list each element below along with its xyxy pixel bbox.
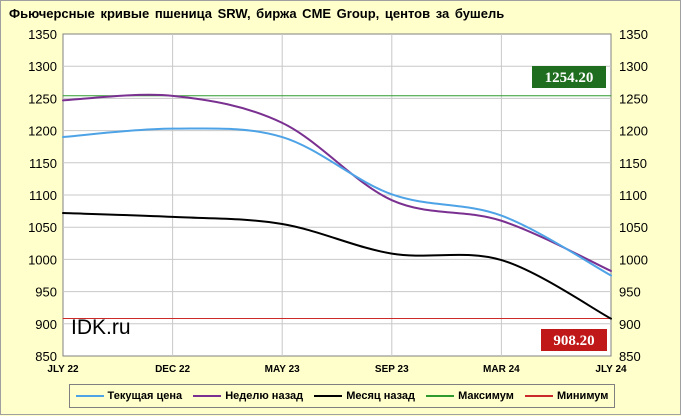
x-tick-label: JLY 22: [47, 364, 79, 375]
y-tick-label-right: 1350: [619, 27, 648, 42]
y-tick-label-left: 1300: [28, 59, 57, 74]
y-tick-label-right: 850: [619, 349, 641, 364]
x-tick-label: SEP 23: [375, 364, 409, 375]
y-tick-label-left: 1150: [29, 156, 57, 171]
max-value-label: 1254.20: [532, 66, 606, 88]
y-tick-label-right: 1050: [619, 220, 648, 235]
legend-label: Месяц назад: [346, 390, 416, 402]
y-tick-label-right: 1300: [619, 59, 648, 74]
legend-label: Неделю назад: [225, 390, 304, 402]
x-tick-label: JLY 24: [595, 364, 627, 375]
min-value-text: 908.20: [553, 333, 594, 349]
legend-item: Неделю назад: [193, 390, 303, 402]
legend-swatch: [314, 395, 343, 397]
y-tick-label-right: 1000: [619, 252, 648, 267]
x-axis: JLY 22 DEC 22 MAY 23 SEP 23 MAR 24 JLY 24: [47, 364, 627, 375]
series-line-week-ago: [62, 93, 612, 272]
min-value-box: [541, 329, 607, 351]
max-value-box: [532, 66, 606, 88]
legend-swatch: [193, 395, 222, 397]
legend-label: Минимум: [556, 390, 609, 402]
legend-swatch: [426, 395, 455, 397]
y-tick-label-left: 900: [35, 317, 57, 332]
y-tick-label-right: 1100: [619, 188, 647, 203]
x-tick-label: MAY 23: [265, 364, 300, 375]
y-tick-label-left: 1250: [28, 91, 57, 106]
legend-label: Текущая цена: [107, 390, 183, 402]
y-tick-label-right: 900: [619, 317, 641, 332]
series-lines: [62, 93, 612, 320]
y-tick-label-left: 1050: [28, 220, 57, 235]
y-tick-label-left: 850: [35, 349, 57, 364]
legend-item: Максимум: [426, 390, 514, 402]
legend: Текущая цена Неделю назад Месяц назад Макси…: [69, 384, 615, 408]
series-line-current: [62, 127, 612, 277]
legend-item: Месяц назад: [314, 390, 415, 402]
y-axis-right: 1350 1300 1250 1200 1150 1100 1050 1000 950 900 85…: [619, 27, 648, 364]
y-tick-label-left: 950: [35, 285, 57, 300]
y-tick-label-left: 1350: [28, 27, 57, 42]
y-tick-label-right: 1250: [619, 91, 648, 106]
x-tick-label: MAR 24: [483, 364, 520, 375]
x-tick-label: DEC 22: [155, 364, 190, 375]
legend-item: Минимум: [524, 390, 609, 402]
legend-item: Текущая цена: [75, 390, 183, 402]
y-tick-label-left: 1100: [29, 188, 57, 203]
chart-title: Фьючерсные кривые пшеница SRW, биржа CME…: [9, 6, 505, 21]
legend-swatch: [524, 395, 553, 397]
y-tick-label-left: 1200: [28, 124, 57, 139]
y-tick-label-right: 1150: [619, 156, 647, 171]
y-tick-label-right: 1200: [619, 124, 648, 139]
series-line-month-ago: [62, 212, 612, 320]
max-value-text: 1254.20: [545, 70, 594, 86]
min-value-label: 908.20: [541, 329, 607, 351]
y-tick-label-right: 950: [619, 285, 641, 300]
watermark: IDK.ru: [71, 316, 131, 339]
legend-label: Максимум: [458, 390, 514, 402]
y-axis-left: 1350 1300 1250 1200 1150 1100 1050 1000 950 900 85…: [28, 27, 57, 364]
legend-swatch: [75, 395, 104, 397]
y-tick-label-left: 1000: [28, 252, 57, 267]
